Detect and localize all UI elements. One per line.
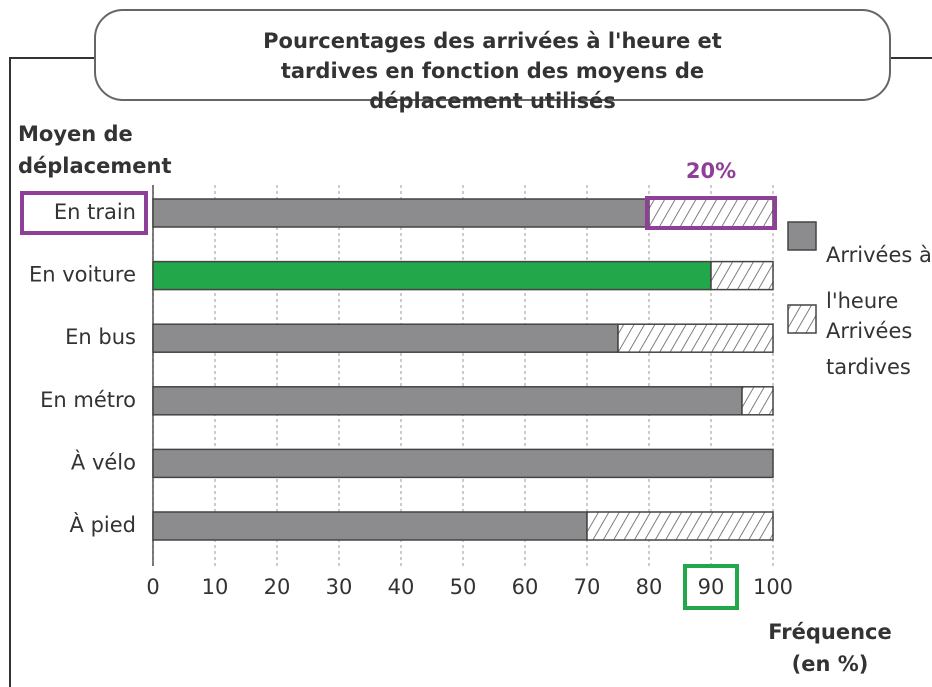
bar-segment [710,260,774,291]
x-tick-label: 70 [574,575,601,599]
x-tick-label: 30 [326,575,353,599]
legend-label: Arrivées à l'heure [826,243,932,313]
bar-segment [586,511,774,541]
legend-label: Arrivées tardives [826,319,913,379]
bar-segment [152,260,712,291]
bar-segment [152,448,774,479]
bar-segment [152,386,743,416]
x-tick-label: 0 [146,575,159,599]
x-tick-label: 90 [698,575,725,599]
legend-swatch [787,304,817,334]
y-tick-label: En bus [65,325,136,349]
x-axis-label: Fréquence (en %) [768,620,892,676]
x-tick-label: 50 [450,575,477,599]
y-tick-label: En métro [40,388,136,412]
y-tick-label: En train [54,200,136,224]
bar-segment [648,198,774,228]
x-tick-label: 100 [753,575,793,599]
highlight-box [645,196,777,230]
chart-title: Pourcentages des arrivées à l'heure et t… [263,29,722,113]
y-axis-label: Moyen de déplacement [18,122,172,178]
legend-swatch [787,221,817,251]
x-tick-label: 80 [636,575,663,599]
annotation: 20% [686,159,736,183]
bar-segment [152,511,588,541]
title-box [94,9,891,101]
x-tick-label: 10 [202,575,229,599]
frame [9,57,932,687]
y-tick-label: En voiture [29,263,136,287]
x-tick-label: 40 [388,575,415,599]
bar-segment [152,198,650,228]
y-tick-label: À vélo [71,449,136,474]
y-tick-label: À pied [70,512,136,537]
bar-segment [741,386,774,416]
bar-segment [617,323,774,353]
x-tick-label: 20 [264,575,291,599]
x-tick-label: 60 [512,575,539,599]
highlight-box [20,191,148,235]
highlight-box [683,564,739,610]
bar-segment [152,323,619,353]
